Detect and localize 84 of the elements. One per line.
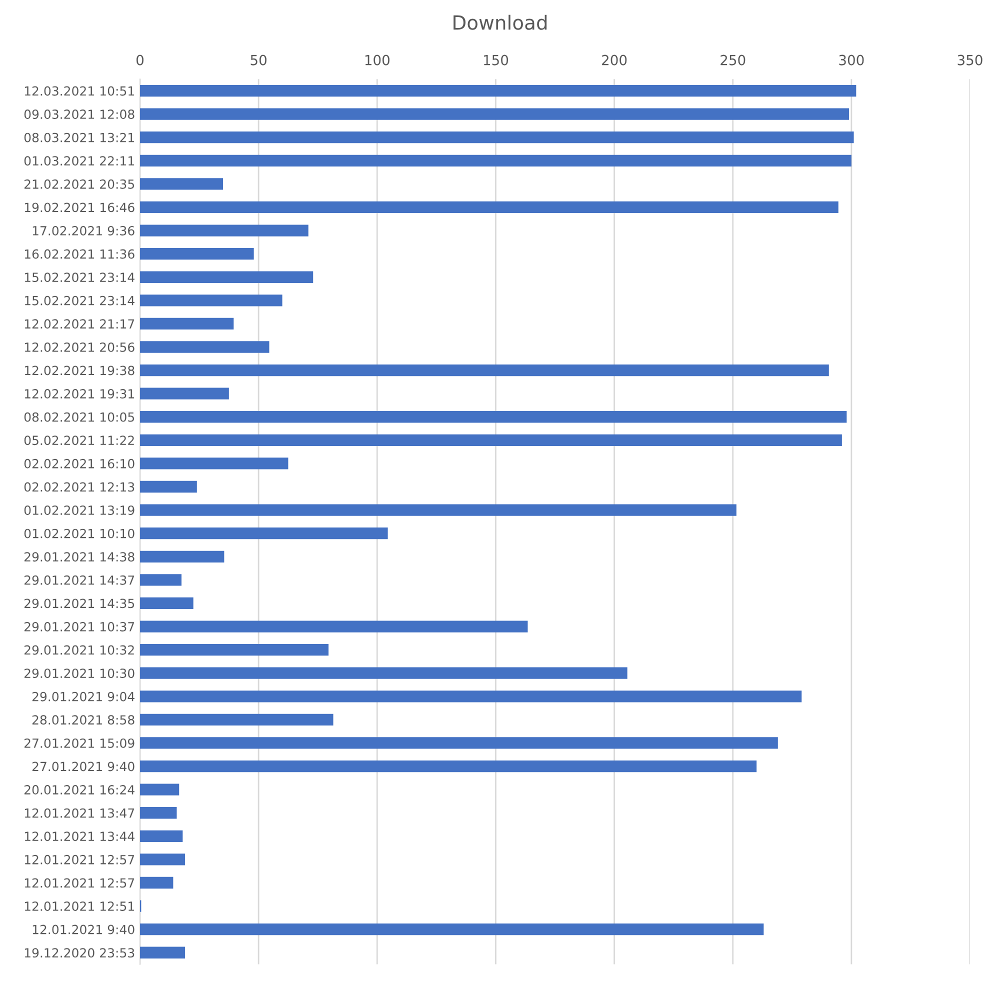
bar xyxy=(140,341,270,353)
bar xyxy=(140,434,842,446)
bar xyxy=(140,760,757,772)
bar xyxy=(140,876,174,889)
y-tick-label: 29.01.2021 14:35 xyxy=(24,598,134,608)
y-tick-label: 12.02.2021 19:31 xyxy=(24,389,134,399)
bar xyxy=(140,294,282,306)
y-tick-label: 12.01.2021 13:44 xyxy=(24,832,134,842)
x-tick-label: 150 xyxy=(484,54,508,66)
y-tick-label: 08.02.2021 10:05 xyxy=(24,412,134,422)
bar xyxy=(140,737,778,749)
y-tick-label: 09.03.2021 12:08 xyxy=(24,110,134,119)
y-tick-label: 28.01.2021 8:58 xyxy=(32,715,134,725)
y-tick-label: 21.02.2021 20:35 xyxy=(24,179,134,189)
bar xyxy=(140,224,308,236)
y-tick-label: 08.03.2021 13:21 xyxy=(24,132,134,142)
bar xyxy=(140,108,850,120)
y-tick-label: 01.03.2021 22:11 xyxy=(24,156,134,166)
bar xyxy=(140,504,736,516)
x-tick-label: 200 xyxy=(602,54,627,66)
bar xyxy=(140,644,329,656)
bar xyxy=(140,318,234,330)
bar xyxy=(140,946,186,958)
bar xyxy=(140,364,829,376)
y-tick-label: 27.01.2021 15:09 xyxy=(24,738,134,748)
x-tick-label: 250 xyxy=(720,54,746,66)
bar xyxy=(140,620,528,632)
bar xyxy=(140,854,186,866)
chart-title: Download xyxy=(454,14,547,30)
y-tick-label: 12.01.2021 13:47 xyxy=(24,808,134,818)
bar xyxy=(140,178,223,190)
bar xyxy=(140,550,224,562)
bar xyxy=(140,690,802,702)
bar xyxy=(140,154,852,166)
y-tick-label: 12.03.2021 10:51 xyxy=(24,86,134,96)
y-tick-label: 12.01.2021 12:57 xyxy=(24,878,134,888)
y-tick-label: 12.02.2021 20:56 xyxy=(24,342,134,352)
y-tick-label: 15.02.2021 23:14 xyxy=(24,296,134,306)
y-tick-label: 01.02.2021 10:10 xyxy=(24,528,134,538)
y-tick-label: 02.02.2021 12:13 xyxy=(24,482,134,492)
y-tick-label: 05.02.2021 11:22 xyxy=(24,436,134,446)
x-tick-label: 350 xyxy=(958,54,982,66)
y-tick-label: 29.01.2021 10:30 xyxy=(24,668,134,678)
bar xyxy=(140,807,177,819)
y-tick-label: 29.01.2021 10:32 xyxy=(24,645,134,655)
bar xyxy=(140,201,838,214)
bar xyxy=(140,458,288,470)
bar xyxy=(140,528,388,540)
bar xyxy=(140,132,854,144)
y-tick-label: 12.01.2021 9:40 xyxy=(32,924,134,934)
bar xyxy=(140,411,847,423)
bar xyxy=(140,784,180,796)
y-tick-label: 17.02.2021 9:36 xyxy=(32,226,134,236)
y-tick-label: 29.01.2021 10:37 xyxy=(24,622,134,632)
y-tick-label: 29.01.2021 14:37 xyxy=(24,575,134,585)
y-tick-label: 29.01.2021 14:38 xyxy=(24,552,134,562)
bar xyxy=(140,714,334,726)
bar xyxy=(140,480,197,493)
y-tick-label: 12.02.2021 21:17 xyxy=(24,319,134,329)
y-tick-label: 02.02.2021 16:10 xyxy=(24,458,134,468)
y-tick-label: 27.01.2021 9:40 xyxy=(32,762,134,772)
bar xyxy=(140,248,254,260)
y-tick-label: 01.02.2021 13:19 xyxy=(24,506,134,515)
x-tick-label: 300 xyxy=(839,54,864,66)
bar xyxy=(140,667,628,679)
bar xyxy=(140,924,764,936)
x-tick-label: 100 xyxy=(365,54,390,66)
y-tick-label: 12.02.2021 19:38 xyxy=(24,366,134,376)
bar xyxy=(140,597,194,610)
y-tick-label: 20.01.2021 16:24 xyxy=(24,785,134,794)
x-tick-label: 0 xyxy=(136,54,144,66)
y-tick-label: 16.02.2021 11:36 xyxy=(24,249,134,259)
bar xyxy=(140,574,182,586)
x-tick-label: 50 xyxy=(250,54,266,66)
bar xyxy=(140,830,183,842)
bar xyxy=(140,84,856,97)
y-tick-label: 15.02.2021 23:14 xyxy=(24,272,134,282)
y-tick-label: 12.01.2021 12:57 xyxy=(24,854,134,864)
y-tick-label: 19.12.2020 23:53 xyxy=(24,948,134,958)
y-tick-label: 19.02.2021 16:46 xyxy=(24,202,134,212)
y-tick-label: 12.01.2021 12:51 xyxy=(24,902,134,911)
bar xyxy=(140,271,314,283)
y-tick-label: 29.01.2021 9:04 xyxy=(32,692,134,702)
bar xyxy=(140,388,229,400)
